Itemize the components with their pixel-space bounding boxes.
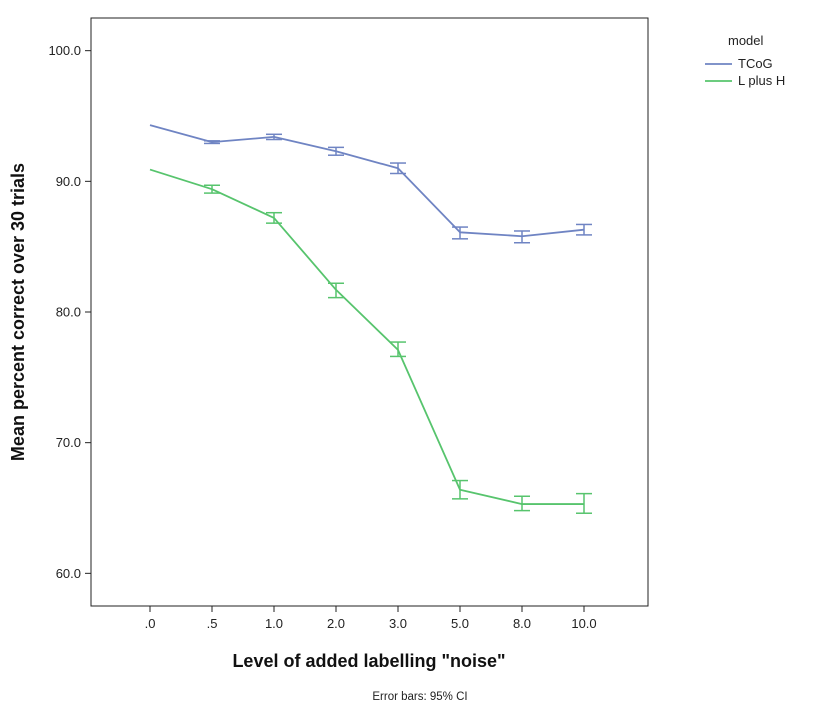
error-bar bbox=[266, 133, 282, 141]
error-bar bbox=[514, 495, 530, 512]
x-tick-label: 10.0 bbox=[571, 616, 596, 631]
plot-frame bbox=[90, 17, 649, 607]
y-tick-label: 90.0 bbox=[56, 174, 81, 189]
x-tick-label: 5.0 bbox=[451, 616, 469, 631]
x-tick-label: 8.0 bbox=[513, 616, 531, 631]
x-tick-label: .5 bbox=[207, 616, 218, 631]
x-axis-title: Level of added labelling "noise" bbox=[232, 651, 505, 671]
series-layer bbox=[149, 124, 592, 514]
x-tick-label: 1.0 bbox=[265, 616, 283, 631]
legend: model TCoG L plus H bbox=[705, 33, 785, 88]
error-bar bbox=[328, 282, 344, 299]
error-bars-note: Error bars: 95% CI bbox=[372, 691, 467, 703]
error-bar bbox=[576, 492, 592, 514]
error-bar bbox=[452, 479, 468, 500]
error-bar bbox=[204, 184, 220, 194]
y-axis-title: Mean percent correct over 30 trials bbox=[8, 163, 28, 461]
error-bar bbox=[576, 223, 592, 236]
y-tick-label: 70.0 bbox=[56, 435, 81, 450]
y-tick-label: 100.0 bbox=[48, 43, 81, 58]
error-bar bbox=[328, 146, 344, 156]
legend-label-tcog: TCoG bbox=[738, 56, 773, 71]
error-bar bbox=[390, 162, 406, 175]
series-line-tcog bbox=[149, 124, 585, 238]
error-bar bbox=[266, 211, 282, 224]
x-axis: .0 .5 1.0 2.0 3.0 5.0 8.0 10.0 bbox=[145, 606, 597, 631]
error-bar bbox=[514, 230, 530, 244]
error-bar bbox=[204, 140, 220, 145]
x-tick-label: 3.0 bbox=[389, 616, 407, 631]
error-bar bbox=[452, 226, 468, 240]
series-line-l-plus-h bbox=[149, 168, 584, 505]
y-tick-label: 60.0 bbox=[56, 566, 81, 581]
series-tcog bbox=[149, 124, 592, 244]
error-bar bbox=[390, 341, 406, 358]
x-tick-label: .0 bbox=[145, 616, 156, 631]
legend-title: model bbox=[728, 33, 764, 48]
y-tick-label: 80.0 bbox=[56, 305, 81, 320]
series-l-plus-h bbox=[149, 168, 592, 514]
x-tick-label: 2.0 bbox=[327, 616, 345, 631]
y-axis: 60.0 70.0 80.0 90.0 100.0 bbox=[48, 43, 91, 581]
legend-label-l-plus-h: L plus H bbox=[738, 73, 785, 88]
